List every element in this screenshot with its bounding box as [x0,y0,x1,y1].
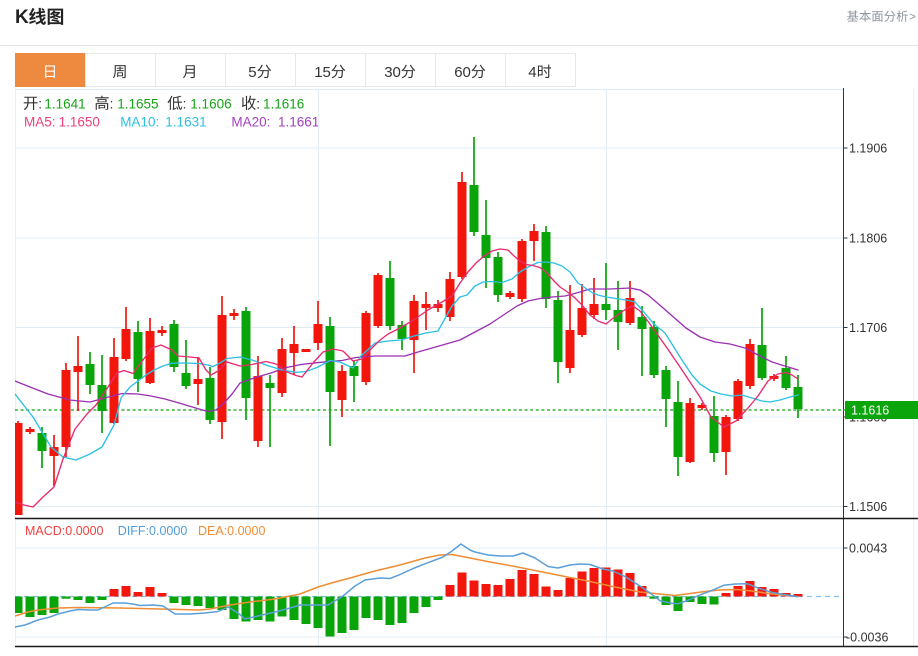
svg-text:>: > [909,9,916,23]
svg-text:1.1806: 1.1806 [849,232,887,246]
svg-text:DIFF:0.0000: DIFF:0.0000 [118,524,188,538]
svg-text:MA10:: MA10: [120,115,159,130]
svg-text:15: 15 [314,64,331,81]
svg-text:60: 60 [454,64,471,81]
svg-text:5: 5 [248,64,256,81]
svg-text:0.0043: 0.0043 [849,542,887,556]
svg-text:1.1616: 1.1616 [851,404,889,418]
svg-text:1.1641: 1.1641 [44,97,85,112]
svg-text::: : [183,97,187,112]
svg-text:4: 4 [528,64,536,81]
svg-text:MA5:: MA5: [24,115,56,130]
svg-text:1.1506: 1.1506 [849,500,887,514]
svg-text:1.1606: 1.1606 [190,97,231,112]
svg-text:1.1616: 1.1616 [263,97,304,112]
svg-text:MACD:0.0000: MACD:0.0000 [25,524,104,538]
svg-text::: : [38,97,42,112]
svg-text:MA20:: MA20: [231,115,270,130]
svg-text:30: 30 [384,64,401,81]
svg-text:1.1631: 1.1631 [165,115,206,130]
svg-text:1.1661: 1.1661 [278,115,319,130]
svg-text:-0.0036: -0.0036 [846,631,888,645]
svg-text:1.1650: 1.1650 [59,115,100,130]
svg-text:K: K [15,7,29,28]
svg-text::: : [256,97,260,112]
svg-text::: : [110,97,114,112]
svg-text:DEA:0.0000: DEA:0.0000 [198,524,265,538]
svg-text:1.1706: 1.1706 [849,321,887,335]
svg-text:1.1655: 1.1655 [117,97,158,112]
svg-text:1.1906: 1.1906 [849,142,887,156]
